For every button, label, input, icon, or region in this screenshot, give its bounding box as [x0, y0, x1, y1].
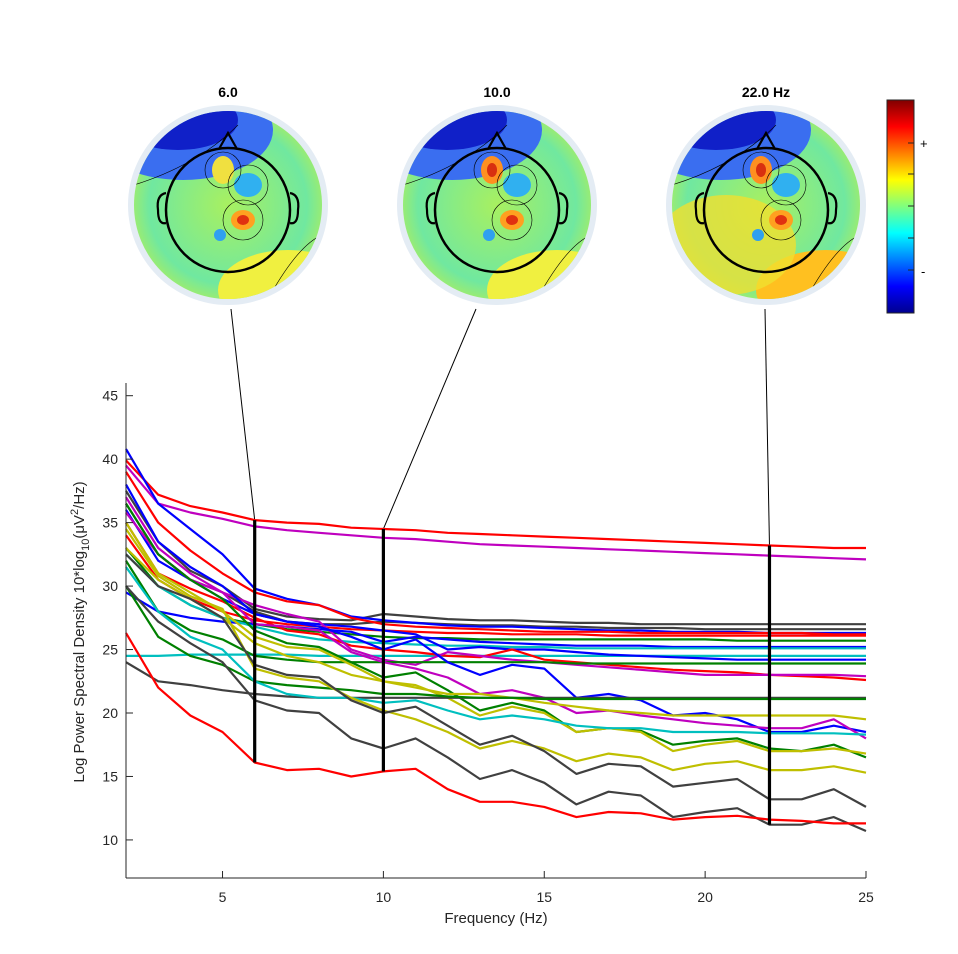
- series-line-1: [125, 459, 866, 550]
- series-line-24: [125, 528, 867, 774]
- series-line-12: [125, 509, 866, 661]
- y-tick-label: 20: [102, 705, 118, 721]
- y-tick-label: 40: [102, 451, 118, 467]
- x-tick-label: 20: [697, 889, 713, 905]
- series-line-6: [125, 471, 866, 636]
- topoplot-title-2: 10.0: [483, 84, 510, 100]
- series-line-19: [125, 522, 867, 755]
- series-line-15: [125, 560, 866, 665]
- series-line-20: [125, 547, 867, 721]
- series-line-3: [125, 490, 866, 626]
- series-line-11: [126, 653, 866, 658]
- topoplot-title-1: 6.0: [218, 84, 238, 100]
- x-tick-label: 15: [536, 889, 552, 905]
- series-line-27: [125, 632, 866, 825]
- y-tick-label: 10: [102, 832, 118, 848]
- series-line-13: [125, 522, 867, 682]
- connector-line-3: [764, 308, 770, 546]
- connector-lines: [230, 308, 770, 546]
- series-line-26: [125, 553, 867, 808]
- series-line-23: [125, 566, 867, 736]
- connector-line-2: [382, 308, 477, 530]
- x-tick-label: 25: [858, 889, 874, 905]
- y-tick-label: 15: [102, 768, 118, 784]
- spectrum-plot: 10 15 20 25 30 35 40 45 5 10 15 20 25 Frequency (Hz)…: [69, 383, 874, 927]
- x-tick-label: 10: [376, 889, 392, 905]
- y-tick-label: 30: [102, 578, 118, 594]
- series-line-18: [125, 503, 867, 759]
- topoplot-title-3: 22.0 Hz: [742, 84, 790, 100]
- x-tick-label: 5: [219, 889, 227, 905]
- series-line-25: [125, 585, 867, 833]
- topoplot-2: 10.0: [397, 84, 597, 305]
- topoplot-3: 22.0 Hz: [666, 84, 866, 305]
- y-tick-label: 35: [102, 515, 118, 531]
- y-tick-label: 25: [102, 642, 118, 658]
- series-line-22: [125, 585, 866, 701]
- series-line-16: [125, 483, 867, 734]
- series-line-17: [125, 496, 867, 740]
- series-line-2: [125, 464, 867, 561]
- colorbar: + -: [886, 99, 928, 314]
- topoplots: 6.0 10.0 22.0 Hz: [128, 84, 866, 305]
- y-tick-label: 45: [102, 388, 118, 404]
- colorbar-minus-label: -: [921, 264, 925, 279]
- topoplot-1: 6.0: [128, 84, 328, 305]
- frequency-markers: [253, 520, 772, 825]
- y-axis-label: Log Power Spectral Density 10*log10(μV2/…: [69, 481, 92, 782]
- axes: 10 15 20 25 30 35 40 45 5 10 15 20 25: [102, 383, 874, 905]
- colorbar-plus-label: +: [920, 136, 928, 151]
- connector-line-1: [230, 308, 256, 521]
- x-axis-label: Frequency (Hz): [444, 910, 547, 927]
- series-lines: [125, 448, 867, 833]
- series-line-14: [125, 511, 867, 678]
